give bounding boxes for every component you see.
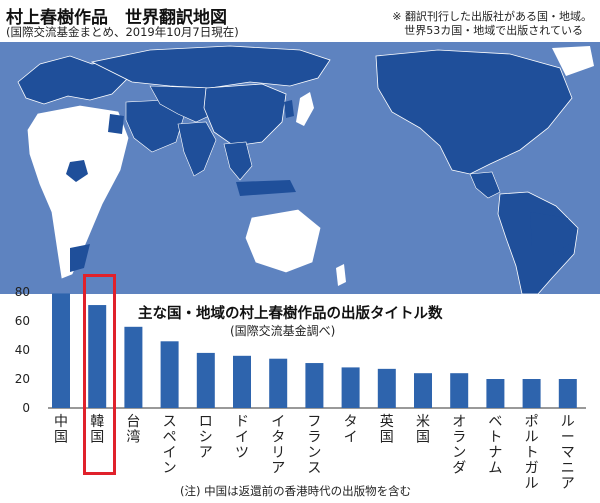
bar-12 bbox=[486, 379, 504, 408]
y-tick-label: 20 bbox=[15, 372, 30, 386]
highlight-box-korea bbox=[83, 274, 116, 475]
chart-subtitle: (国際交流基金調べ) bbox=[230, 322, 335, 339]
bar-3 bbox=[161, 341, 179, 408]
chart-title: 主な国・地域の村上春樹作品の出版タイトル数 bbox=[138, 302, 443, 323]
map-egypt bbox=[108, 114, 124, 134]
bar-5 bbox=[233, 356, 251, 408]
map-note-line1: ※ 翻訳刊行した出版社がある国・地域。 bbox=[392, 10, 592, 24]
bar-6 bbox=[269, 359, 287, 408]
x-tick-label: 米国 bbox=[416, 414, 430, 446]
y-tick-label: 60 bbox=[15, 314, 30, 328]
x-tick-label: ベトナム bbox=[488, 414, 502, 477]
y-tick-label: 40 bbox=[15, 343, 30, 357]
bar-8 bbox=[342, 367, 360, 408]
x-tick-label: タイ bbox=[344, 414, 358, 446]
bar-9 bbox=[378, 369, 396, 408]
x-tick-label: フランス bbox=[307, 414, 321, 477]
x-tick-label: 英国 bbox=[380, 413, 394, 446]
map-note: ※ 翻訳刊行した出版社がある国・地域。 世界53カ国・地域で出版されている bbox=[392, 10, 592, 38]
x-tick-label: ドイツ bbox=[235, 414, 249, 461]
x-tick-label: ポルトガル bbox=[525, 414, 539, 492]
bar-7 bbox=[305, 363, 323, 408]
bar-4 bbox=[197, 353, 215, 408]
bar-2 bbox=[124, 327, 142, 408]
x-tick-label: ルーマニア bbox=[561, 414, 575, 492]
world-map bbox=[0, 42, 600, 294]
x-tick-label: 中国 bbox=[54, 414, 68, 446]
bar-0 bbox=[52, 293, 70, 408]
x-tick-label: ロシア bbox=[199, 414, 213, 461]
map-note-line2: 世界53カ国・地域で出版されている bbox=[392, 24, 592, 38]
chart-footnote: (注) 中国は返還前の香港時代の出版物を含む bbox=[180, 483, 411, 499]
x-tick-label: 台湾 bbox=[126, 414, 140, 446]
map-header: 村上春樹作品 世界翻訳地図 (国際交流基金まとめ、2019年10月7日現在) ※… bbox=[0, 0, 600, 42]
bar-13 bbox=[523, 379, 541, 408]
bar-11 bbox=[450, 373, 468, 408]
x-tick-label: イタリア bbox=[271, 414, 285, 477]
map-australia bbox=[246, 210, 320, 272]
map-subtitle: (国際交流基金まとめ、2019年10月7日現在) bbox=[6, 24, 239, 40]
bar-10 bbox=[414, 373, 432, 408]
x-tick-label: スペイン bbox=[163, 414, 177, 477]
x-tick-label: オランダ bbox=[452, 414, 466, 477]
y-tick-label: 0 bbox=[22, 401, 30, 415]
bar-14 bbox=[559, 379, 577, 408]
